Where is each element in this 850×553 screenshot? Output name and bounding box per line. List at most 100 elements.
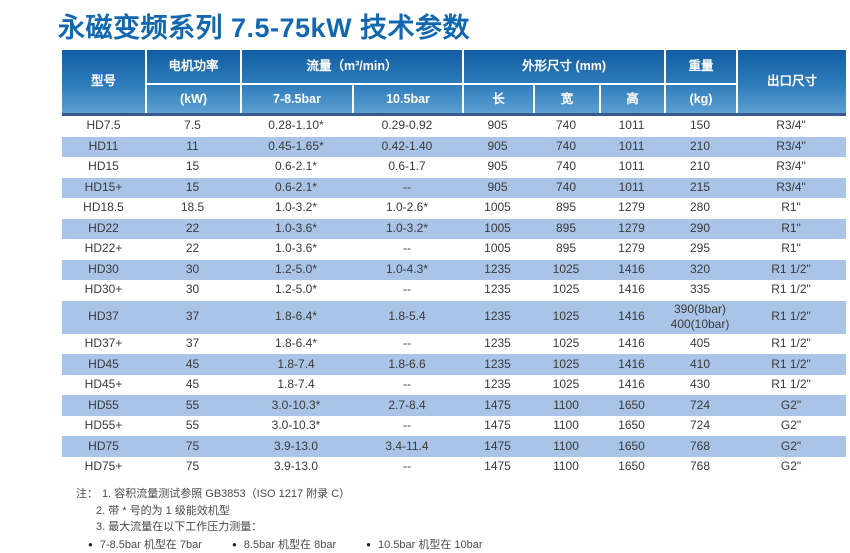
table-cell: 30 [145, 281, 240, 299]
table-cell: 724 [664, 397, 736, 415]
table-cell: R1 1/2" [736, 308, 846, 326]
table-cell: 0.28-1.10* [240, 117, 352, 135]
table-cell: 1279 [599, 199, 664, 217]
table-cell: 1279 [599, 220, 664, 238]
table-cell: R3/4" [736, 117, 846, 135]
table-cell: 1235 [462, 261, 533, 279]
table-cell: 22 [145, 240, 240, 258]
table-cell: 724 [664, 417, 736, 435]
table-cell: -- [352, 281, 462, 299]
table-cell: HD30+ [62, 281, 145, 299]
table-cell: 0.45-1.65* [240, 138, 352, 156]
table-cell: 37 [145, 308, 240, 326]
table-cell: 1.8-7.4 [240, 376, 352, 394]
table-cell: R3/4" [736, 138, 846, 156]
table-cell: 740 [533, 138, 599, 156]
table-cell: 210 [664, 138, 736, 156]
table-cell: 1100 [533, 458, 599, 476]
table-cell: 1.8-6.4* [240, 335, 352, 353]
table-cell: HD37+ [62, 335, 145, 353]
table-cell: 2.7-8.4 [352, 397, 462, 415]
table-cell: 1.0-4.3* [352, 261, 462, 279]
table-cell: 1416 [599, 335, 664, 353]
bullet-icon: ● [232, 537, 237, 553]
table-cell: 1005 [462, 240, 533, 258]
table-cell: -- [352, 240, 462, 258]
table-cell: HD75+ [62, 458, 145, 476]
table-cell: 15 [145, 179, 240, 197]
pressure-bullet-item: ●10.5bar 机型在 10bar [366, 537, 482, 553]
table-cell: 1475 [462, 438, 533, 456]
table-cell: 1.8-5.4 [352, 308, 462, 326]
notes-label: 注： [76, 486, 98, 503]
table-cell: 335 [664, 281, 736, 299]
table-cell: 1005 [462, 220, 533, 238]
table-cell: 1011 [599, 158, 664, 176]
table-cell: HD18.5 [62, 199, 145, 217]
table-cell: 410 [664, 356, 736, 374]
table-cell: 75 [145, 438, 240, 456]
table-cell: R1 1/2" [736, 376, 846, 394]
table-cell: HD22+ [62, 240, 145, 258]
table-cell: 1279 [599, 240, 664, 258]
table-cell: R1 1/2" [736, 281, 846, 299]
header-weight: 重量 [664, 50, 736, 83]
notes-section: 注： 1. 容积流量测试参照 GB3853（ISO 1217 附录 C） 2. … [76, 486, 483, 553]
table-cell: 290 [664, 220, 736, 238]
table-cell: G2" [736, 417, 846, 435]
table-cell: 895 [533, 199, 599, 217]
header-height: 高 [599, 83, 664, 113]
table-cell: 405 [664, 335, 736, 353]
note-item-1: 1. 容积流量测试参照 GB3853（ISO 1217 附录 C） [102, 486, 350, 503]
table-cell: 37 [145, 335, 240, 353]
table-cell: 55 [145, 397, 240, 415]
table-cell: R1" [736, 199, 846, 217]
table-cell: 1.0-3.6* [240, 240, 352, 258]
table-cell: 905 [462, 138, 533, 156]
table-cell: 1025 [533, 281, 599, 299]
table-cell: -- [352, 335, 462, 353]
table-cell: 1025 [533, 261, 599, 279]
table-cell: 1235 [462, 308, 533, 326]
page-title: 永磁变频系列 7.5-75kW 技术参数 [58, 6, 470, 45]
table-cell: -- [352, 179, 462, 197]
note-item-2: 2. 带 * 号的为 1 级能效机型 [96, 503, 483, 520]
header-width: 宽 [533, 83, 599, 113]
table-cell: R3/4" [736, 158, 846, 176]
pressure-bullet-list: ● 7-8.5bar 机型在 7bar ●8.5bar 机型在 8bar ●10.5b… [88, 537, 483, 553]
pressure-bullet-item: ●8.5bar 机型在 8bar [232, 537, 336, 553]
table-cell: 1650 [599, 438, 664, 456]
table-cell: 905 [462, 158, 533, 176]
header-dimensions-group: 外形尺寸 (mm) [462, 50, 664, 83]
table-cell: 895 [533, 240, 599, 258]
header-flow-7-8-5bar: 7-8.5bar [240, 83, 352, 113]
table-cell: 11 [145, 138, 240, 156]
table-cell: 1.0-2.6* [352, 199, 462, 217]
table-cell: G2" [736, 438, 846, 456]
bullet-text: 7-8.5bar 机型在 7bar [100, 537, 202, 553]
table-cell: 7.5 [145, 117, 240, 135]
table-cell: HD75 [62, 438, 145, 456]
table-cell: 1.8-6.6 [352, 356, 462, 374]
table-cell: 740 [533, 158, 599, 176]
table-cell: 0.42-1.40 [352, 138, 462, 156]
table-cell: 1650 [599, 417, 664, 435]
table-cell: 1005 [462, 199, 533, 217]
table-cell: 45 [145, 356, 240, 374]
table-cell: 295 [664, 240, 736, 258]
table-cell: 150 [664, 117, 736, 135]
table-cell: 3.4-11.4 [352, 438, 462, 456]
table-cell: R1 1/2" [736, 356, 846, 374]
table-header: 型号 电机功率 (kW) 流量（m³/min） 7-8.5bar 10.5bar… [62, 50, 846, 116]
table-cell: HD15 [62, 158, 145, 176]
table-cell: 905 [462, 117, 533, 135]
table-cell: 1.8-7.4 [240, 356, 352, 374]
table-cell: 1100 [533, 397, 599, 415]
table-cell: HD30 [62, 261, 145, 279]
